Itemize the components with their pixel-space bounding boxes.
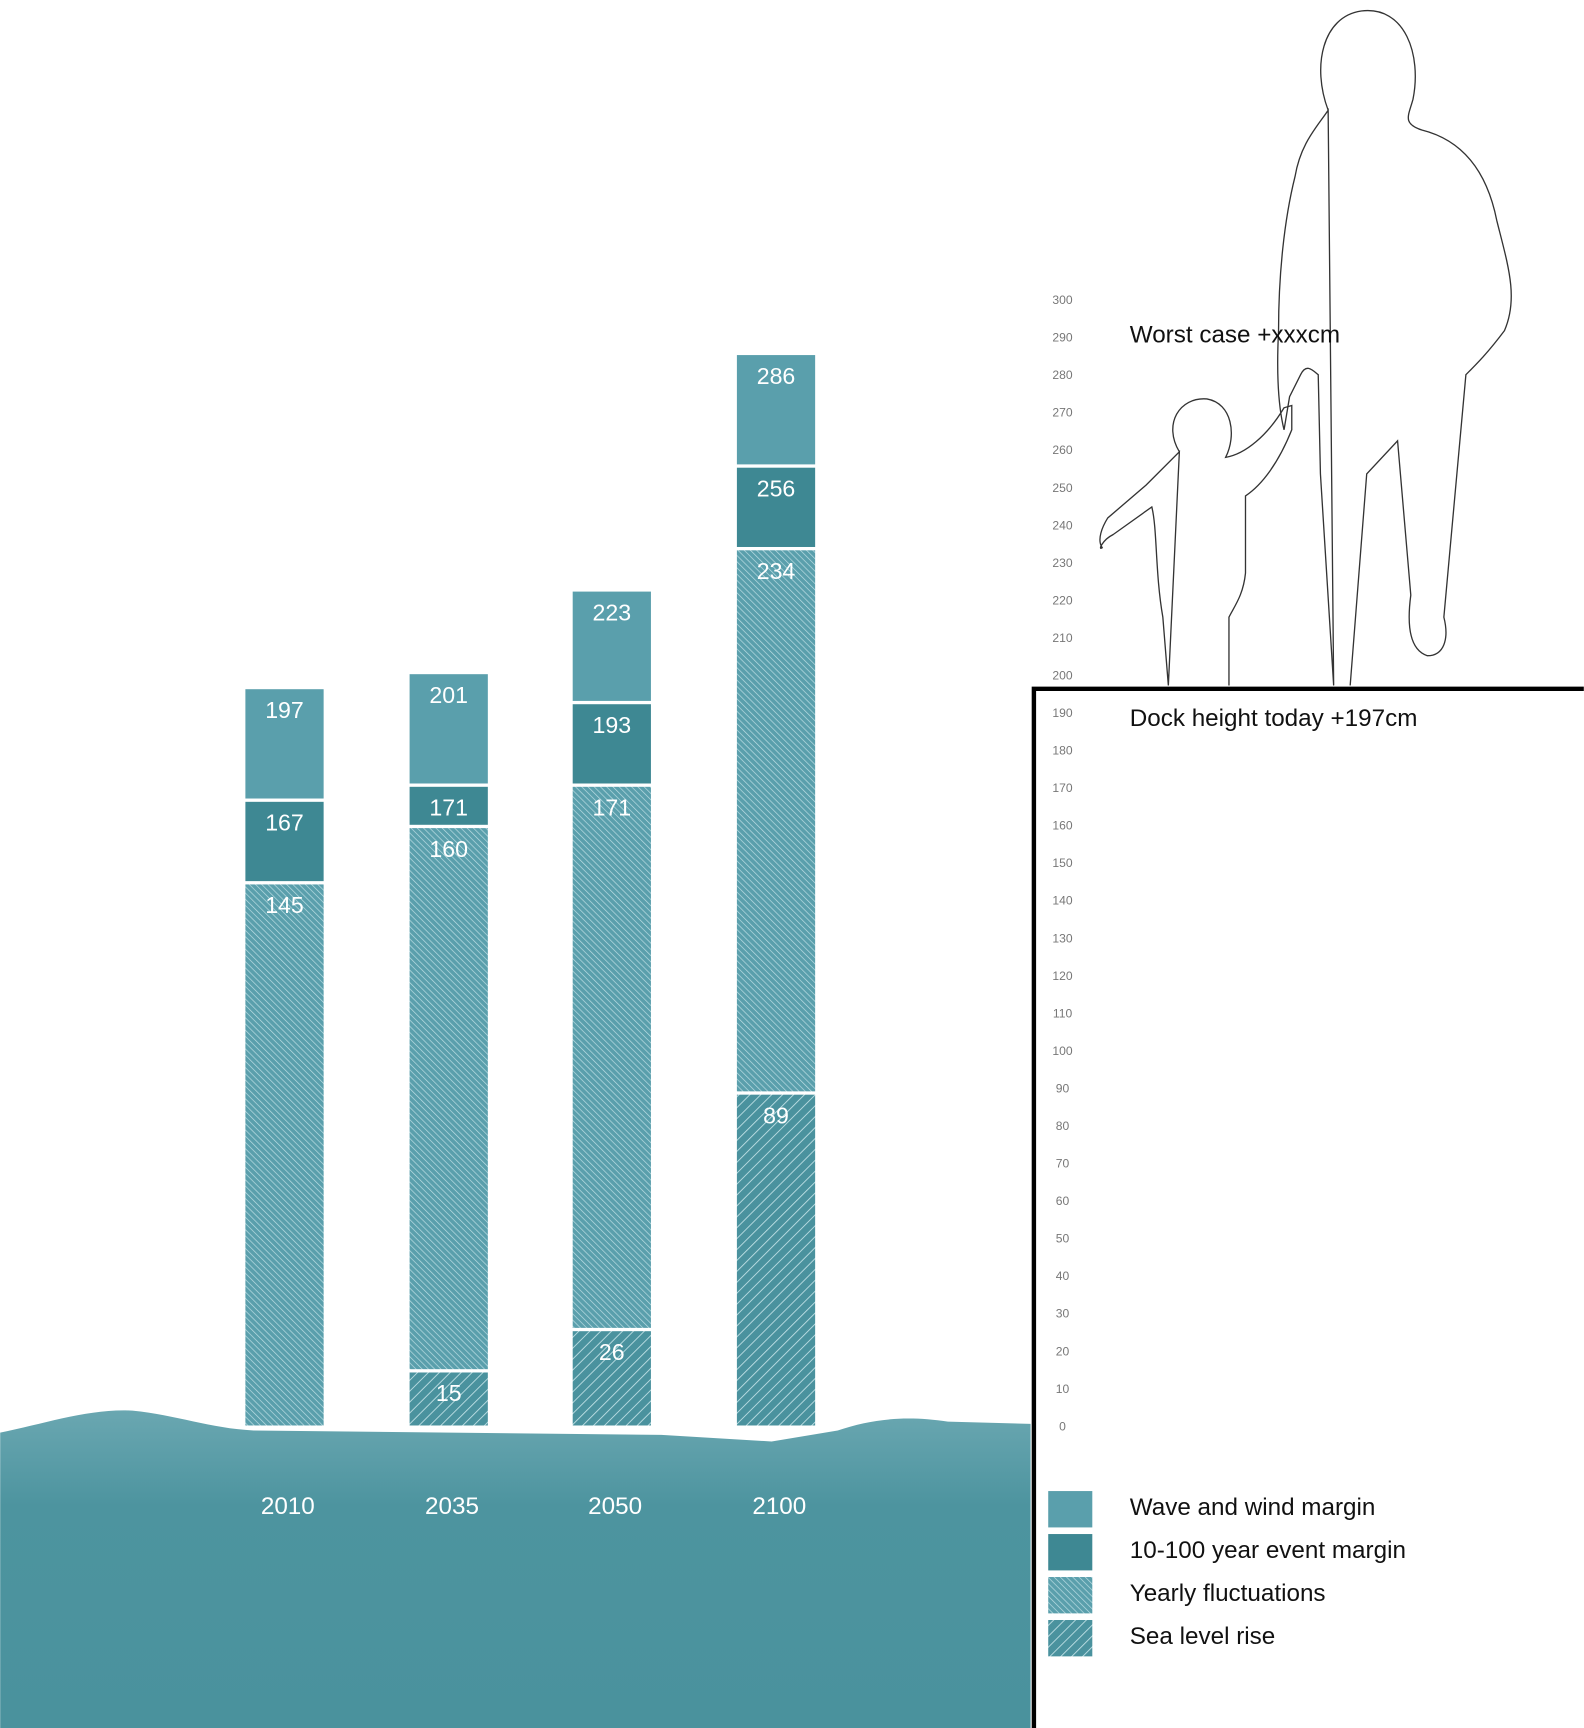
y-tick-label: 40 bbox=[1056, 1269, 1070, 1283]
value-label: 197 bbox=[265, 697, 304, 723]
x-tick-label: 2100 bbox=[752, 1493, 806, 1520]
y-tick-label: 260 bbox=[1052, 443, 1072, 457]
y-tick-label: 280 bbox=[1052, 368, 1072, 382]
value-label: 256 bbox=[757, 475, 796, 501]
legend-swatch bbox=[1048, 1491, 1093, 1528]
y-tick-label: 180 bbox=[1052, 744, 1072, 758]
y-tick-label: 30 bbox=[1056, 1307, 1070, 1321]
y-tick-label: 110 bbox=[1053, 1006, 1073, 1020]
bar-segment bbox=[569, 1327, 655, 1429]
adult-silhouette bbox=[1277, 10, 1512, 686]
value-label: 89 bbox=[763, 1102, 789, 1128]
y-tick-label: 170 bbox=[1052, 781, 1072, 795]
y-tick-label: 130 bbox=[1052, 931, 1072, 945]
value-label: 171 bbox=[593, 795, 632, 821]
value-label: 171 bbox=[429, 795, 468, 821]
y-tick-label: 90 bbox=[1056, 1081, 1070, 1095]
y-tick-label: 240 bbox=[1052, 518, 1072, 532]
y-tick-label: 0 bbox=[1059, 1419, 1066, 1433]
bar-segment bbox=[406, 1369, 492, 1429]
y-tick-label: 220 bbox=[1052, 593, 1072, 607]
y-tick-label: 190 bbox=[1052, 706, 1072, 720]
value-label: 286 bbox=[757, 363, 796, 389]
legend-swatch bbox=[1048, 1534, 1093, 1571]
bar-segment bbox=[733, 1091, 819, 1429]
value-label: 26 bbox=[599, 1339, 625, 1365]
y-tick-label: 60 bbox=[1056, 1194, 1070, 1208]
legend-swatch bbox=[1048, 1620, 1093, 1657]
annotation: Worst case +xxxcm bbox=[1130, 322, 1340, 349]
legend-label: 10-100 year event margin bbox=[1130, 1537, 1406, 1564]
annotation: Dock height today +197cm bbox=[1130, 705, 1418, 732]
value-label: 201 bbox=[429, 682, 468, 708]
y-tick-label: 100 bbox=[1052, 1044, 1072, 1058]
bar-segment bbox=[406, 824, 492, 1429]
y-tick-label: 270 bbox=[1052, 406, 1072, 420]
y-tick-label: 120 bbox=[1052, 969, 1072, 983]
y-tick-label: 80 bbox=[1056, 1119, 1070, 1133]
value-label: 223 bbox=[593, 599, 632, 625]
legend-swatch bbox=[1048, 1577, 1093, 1614]
y-tick-label: 10 bbox=[1056, 1382, 1070, 1396]
y-tick-label: 20 bbox=[1056, 1344, 1070, 1358]
water bbox=[0, 1410, 1031, 1728]
y-tick-label: 250 bbox=[1052, 481, 1072, 495]
x-tick-label: 2035 bbox=[425, 1493, 479, 1520]
y-tick-label: 210 bbox=[1052, 631, 1072, 645]
value-label: 193 bbox=[593, 712, 632, 738]
y-tick-label: 290 bbox=[1052, 331, 1072, 345]
dock-frame bbox=[1031, 686, 1584, 1728]
y-tick-label: 230 bbox=[1052, 556, 1072, 570]
value-label: 234 bbox=[757, 558, 796, 584]
y-tick-label: 150 bbox=[1052, 856, 1072, 870]
x-tick-label: 2050 bbox=[588, 1493, 642, 1520]
legend-label: Yearly fluctuations bbox=[1130, 1580, 1326, 1607]
value-label: 160 bbox=[429, 836, 468, 862]
y-tick-label: 200 bbox=[1052, 668, 1072, 682]
y-tick-label: 70 bbox=[1056, 1157, 1070, 1171]
bar-segment bbox=[242, 881, 327, 1429]
y-tick-label: 140 bbox=[1052, 894, 1072, 908]
legend-label: Wave and wind margin bbox=[1130, 1494, 1376, 1521]
child-silhouette bbox=[1099, 398, 1293, 686]
value-label: 145 bbox=[265, 892, 304, 918]
y-tick-label: 300 bbox=[1052, 293, 1072, 307]
y-tick-label: 160 bbox=[1052, 819, 1072, 833]
legend-label: Sea level rise bbox=[1130, 1623, 1275, 1650]
x-tick-label: 2010 bbox=[261, 1493, 315, 1520]
value-label: 15 bbox=[436, 1380, 462, 1406]
y-tick-label: 50 bbox=[1056, 1232, 1070, 1246]
value-label: 167 bbox=[265, 810, 304, 836]
